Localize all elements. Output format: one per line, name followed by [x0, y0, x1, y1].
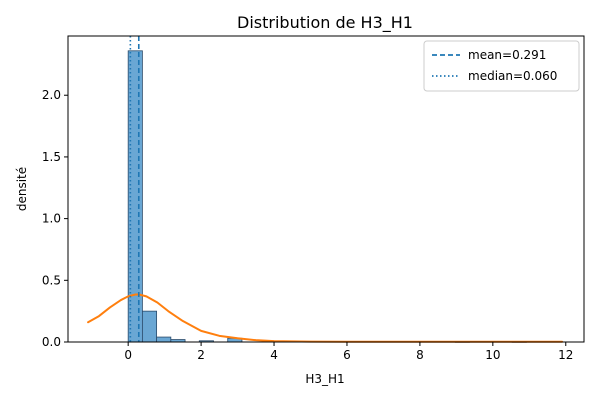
x-tick-label: 6	[343, 348, 351, 362]
x-axis: 0 2 4 6 8 10 12	[124, 342, 573, 362]
y-tick-label: 0.0	[42, 335, 61, 349]
y-tick-label: 0.5	[42, 273, 61, 287]
plot-area	[87, 36, 564, 343]
x-tick-label: 2	[197, 348, 205, 362]
legend: mean=0.291 median=0.060	[423, 40, 580, 92]
y-tick-label: 1.0	[42, 212, 61, 226]
y-axis-label: densité	[15, 167, 29, 211]
y-tick-label: 1.5	[42, 150, 61, 164]
histogram-bar	[141, 310, 158, 343]
x-axis-label: H3_H1	[305, 372, 344, 386]
chart-title: Distribution de H3_H1	[237, 13, 413, 33]
histogram-bar	[156, 336, 172, 343]
legend-mean-label: mean=0.291	[468, 48, 546, 62]
x-tick-label: 8	[416, 348, 424, 362]
x-tick-label: 4	[270, 348, 278, 362]
legend-box	[423, 40, 580, 92]
legend-median-label: median=0.060	[468, 69, 557, 83]
x-tick-label: 10	[485, 348, 500, 362]
x-tick-label: 0	[124, 348, 132, 362]
x-tick-label: 12	[558, 348, 573, 362]
y-axis: 0.0 0.5 1.0 1.5 2.0	[42, 88, 68, 349]
y-tick-label: 2.0	[42, 88, 61, 102]
plot-frame	[67, 35, 585, 343]
